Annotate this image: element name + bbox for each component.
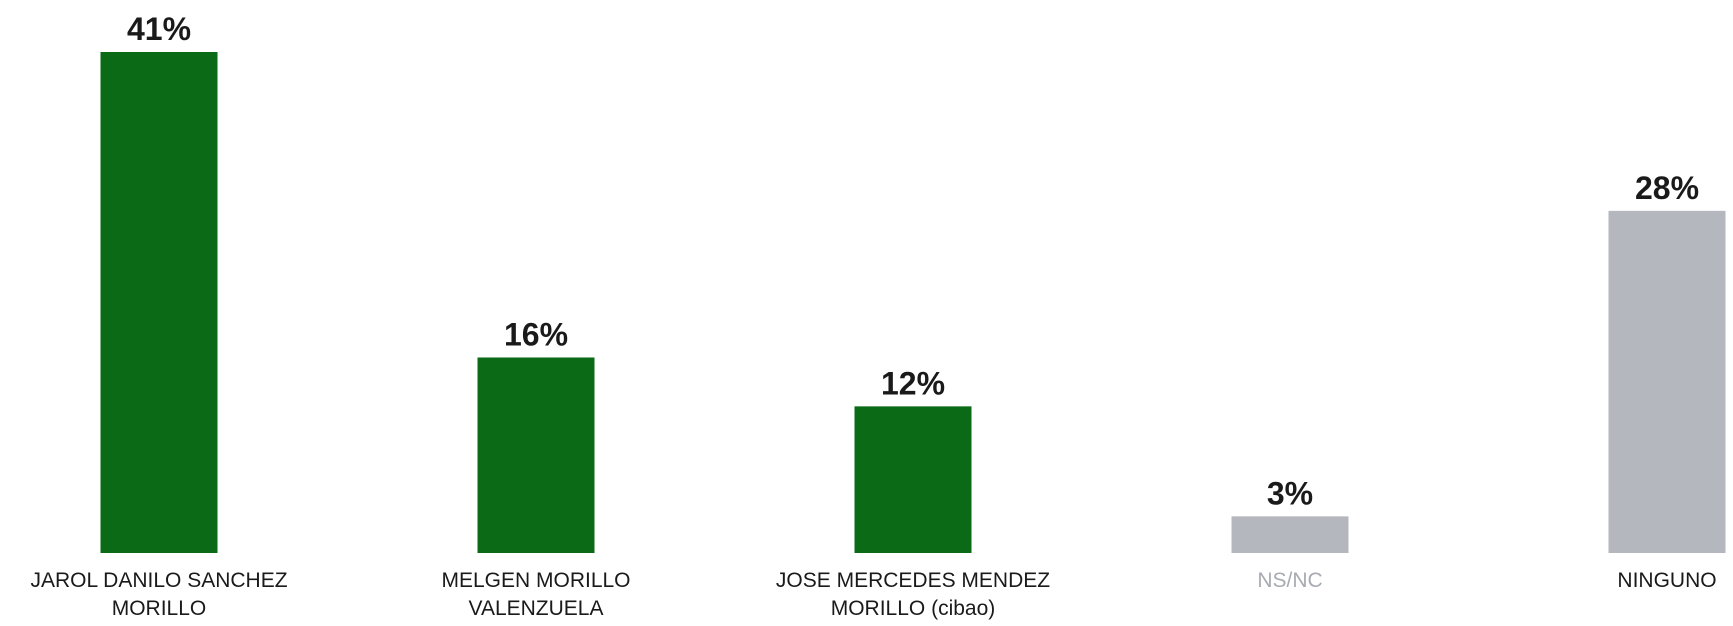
category-label-2: MELGEN MORILLO VALENZUELA <box>441 569 630 620</box>
value-label-3: 12% <box>881 365 945 401</box>
bar-1 <box>100 52 218 553</box>
category-label-line: MORILLO (cibao) <box>831 597 996 620</box>
category-label-line: JAROL DANILO SANCHEZ <box>30 569 287 592</box>
bar-3 <box>854 406 972 553</box>
category-label-4: NS/NC <box>1257 569 1322 592</box>
value-label-5: 28% <box>1635 170 1699 206</box>
category-label-line: MELGEN MORILLO <box>441 569 630 592</box>
category-label-line: JOSE MERCEDES MENDEZ <box>776 569 1050 592</box>
category-label-5: NINGUNO <box>1617 569 1716 592</box>
category-label-line: VALENZUELA <box>469 597 604 620</box>
category-label-line: NS/NC <box>1257 569 1322 592</box>
category-label-line: NINGUNO <box>1617 569 1716 592</box>
value-label-4: 3% <box>1267 475 1313 511</box>
bar-2 <box>477 357 595 553</box>
bar-4 <box>1231 516 1349 553</box>
category-label-line: MORILLO <box>112 597 207 620</box>
category-label-3: JOSE MERCEDES MENDEZ MORILLO (cibao) <box>776 569 1050 620</box>
bar-5 <box>1608 210 1726 554</box>
value-label-1: 41% <box>127 11 191 47</box>
category-label-1: JAROL DANILO SANCHEZ MORILLO <box>30 569 287 620</box>
value-label-2: 16% <box>504 316 568 352</box>
